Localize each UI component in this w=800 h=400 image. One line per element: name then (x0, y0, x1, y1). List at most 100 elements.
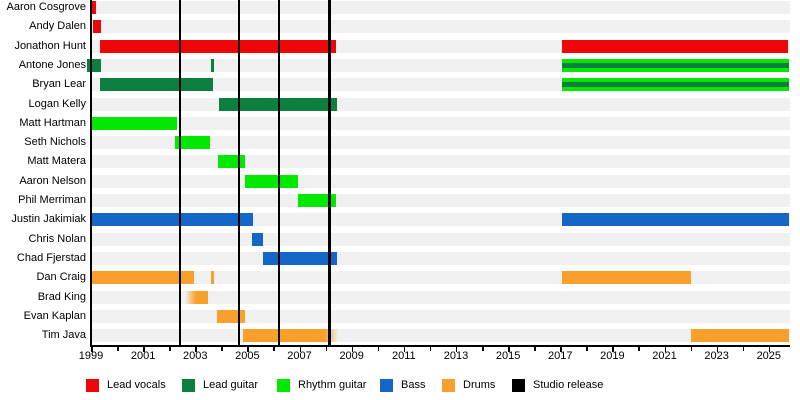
timeline-bar (91, 1, 97, 14)
x-axis-year-label: 2015 (495, 350, 521, 362)
timeline-bar (91, 213, 253, 227)
timeline-bar (561, 78, 790, 92)
legend-label: Lead vocals (107, 379, 166, 391)
row-background-stripe (91, 290, 790, 304)
x-axis-tick (560, 347, 562, 352)
x-axis-tick (273, 347, 275, 351)
timeline-bar (219, 97, 337, 111)
x-axis-tick (351, 347, 354, 352)
x-axis-tick (429, 347, 432, 351)
row-background-stripe (91, 174, 790, 188)
legend: Lead vocals Lead guitar Rhythm guitar Bass D… (0, 378, 800, 398)
lead-vocals-swatch (86, 379, 99, 392)
x-axis-tick (377, 347, 380, 351)
timeline-bar (251, 232, 264, 246)
x-axis-year-label: 2013 (443, 350, 469, 362)
timeline-bar (218, 155, 246, 169)
x-axis-year-label: 2007 (287, 350, 312, 362)
rhythm-guitar-swatch (277, 379, 290, 392)
x-axis-tick (455, 347, 458, 352)
x-axis-year-label: 2005 (235, 350, 260, 362)
row-background-stripe (91, 155, 790, 169)
x-axis-tick (534, 347, 536, 351)
x-axis-year-label: 2001 (130, 350, 156, 362)
x-axis-tick (482, 347, 484, 351)
member-label: Brad King (37, 290, 86, 303)
row-background-stripe (91, 1, 790, 14)
member-label: Bryan Lear (32, 78, 86, 91)
member-label: Chad Fjerstad (16, 251, 86, 264)
y-axis-line (90, 0, 92, 347)
x-axis-tick (403, 347, 406, 352)
timeline-bar (100, 78, 213, 92)
drums-swatch (442, 379, 455, 392)
member-label: Aaron Nelson (19, 174, 86, 187)
x-axis-year-label: 2017 (548, 350, 573, 362)
legend-label: Drums (463, 379, 496, 391)
timeline-plot-area (87, 0, 790, 347)
row-background-stripe (91, 309, 790, 323)
x-axis-tick (221, 347, 223, 351)
x-axis-tick (143, 347, 145, 352)
x-axis-tick (716, 347, 719, 352)
timeline-bar (216, 309, 246, 323)
timeline-bar (561, 58, 790, 72)
x-axis-line (90, 345, 790, 347)
timeline-bar (263, 251, 337, 265)
x-axis-tick (299, 347, 302, 352)
member-label: Seth Nichols (24, 136, 86, 149)
x-axis-year-label: 2011 (392, 350, 416, 362)
timeline-bar (100, 39, 337, 53)
timeline-bar (561, 213, 790, 227)
x-axis-year-label: 2021 (652, 350, 677, 362)
member-label: Dan Craig (36, 271, 86, 284)
legend-label: Studio release (533, 379, 604, 391)
member-label: Logan Kelly (28, 97, 87, 110)
x-axis-tick (195, 347, 197, 352)
timeline-bar (91, 271, 194, 285)
member-label: Justin Jakimiak (11, 213, 86, 226)
timeline-bar (690, 329, 790, 343)
x-axis-tick (169, 347, 171, 351)
row-background-stripe (91, 116, 790, 130)
member-label: Matt Hartman (19, 116, 86, 129)
x-axis-year-label: 1999 (78, 350, 104, 362)
x-axis-tick (638, 347, 640, 351)
legend-label: Bass (401, 379, 426, 391)
studio-release-line (178, 0, 182, 347)
timeline-bar (245, 174, 299, 188)
row-background-stripe (91, 194, 790, 207)
member-label: Chris Nolan (28, 232, 86, 245)
x-axis-tick (325, 347, 328, 351)
row-background-stripe (91, 20, 790, 34)
timeline-bar (174, 136, 210, 150)
x-axis-year-label: 2003 (183, 350, 208, 362)
studio-release-line (277, 0, 281, 347)
member-label: Evan Kaplan (23, 309, 86, 322)
timeline-bar (211, 58, 214, 72)
x-axis-tick (664, 347, 667, 352)
x-axis-tick (690, 347, 693, 351)
x-axis-year-label: 2025 (756, 350, 782, 362)
member-label: Aaron Cosgrove (6, 1, 87, 13)
bass-swatch (380, 379, 393, 392)
row-background-stripe (91, 136, 790, 150)
timeline-bar (211, 271, 215, 285)
studio-release-line (237, 0, 241, 347)
member-label: Phil Merriman (18, 194, 86, 206)
x-axis-tick (91, 347, 93, 352)
row-background-stripe (91, 251, 790, 265)
member-label: Tim Java (41, 329, 86, 342)
row-background-stripe (91, 97, 790, 111)
x-axis-tick (586, 347, 588, 351)
member-label: Antone Jones (18, 58, 86, 71)
legend-label: Lead guitar (203, 379, 259, 391)
x-axis-tick (117, 347, 119, 351)
timeline-bar (185, 290, 209, 304)
member-label: Jonathon Hunt (14, 39, 86, 52)
x-axis-tick (612, 347, 614, 352)
x-axis-tick (742, 347, 745, 351)
lead-guitar-swatch (182, 379, 195, 392)
x-axis-year-label: 2023 (704, 350, 729, 362)
